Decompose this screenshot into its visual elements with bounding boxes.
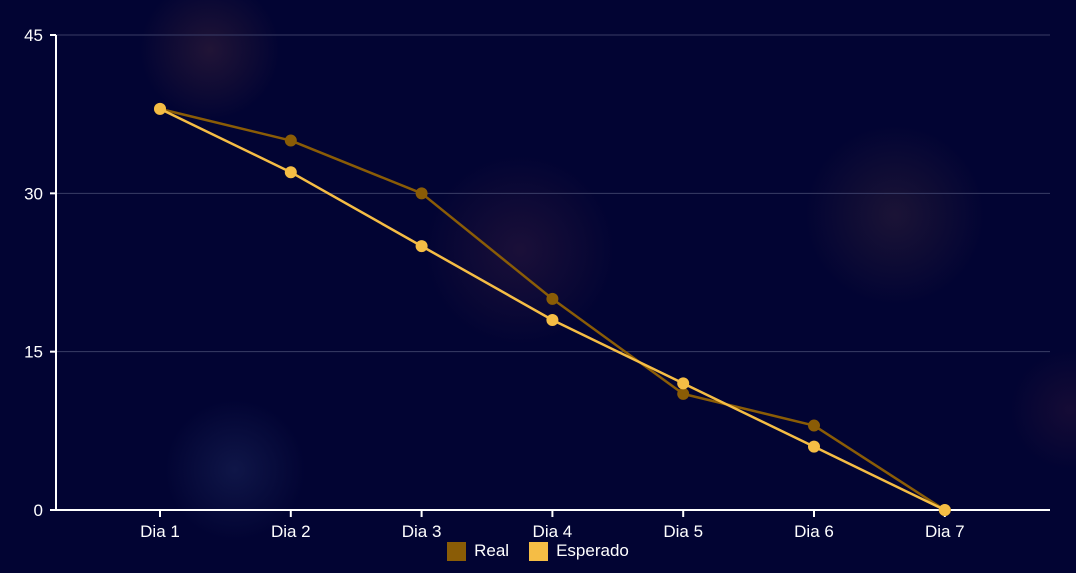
- y-tick-label: 15: [24, 343, 43, 362]
- data-point-esperado[interactable]: [808, 440, 820, 453]
- x-tick-label: Dia 3: [402, 522, 442, 541]
- x-tick-label: Dia 5: [663, 522, 703, 541]
- legend-swatch-real: [447, 541, 467, 561]
- series-line-esperado: [159, 107, 946, 512]
- y-axis-ticks: 0 15 30 45: [24, 26, 56, 520]
- series-lines: [154, 102, 951, 516]
- data-point-esperado[interactable]: [546, 314, 559, 326]
- y-tick-label: 45: [24, 26, 43, 45]
- series-esperado: [154, 102, 951, 516]
- data-point-esperado[interactable]: [938, 504, 951, 516]
- data-point-esperado[interactable]: [154, 102, 166, 115]
- legend-label-real: Real: [474, 541, 510, 560]
- y-tick-label: 0: [34, 501, 43, 520]
- legend-swatch-esperado: [529, 541, 549, 561]
- series-line-real: [159, 107, 946, 512]
- grid-lines: [56, 34, 1050, 353]
- legend-label-esperado: Esperado: [556, 541, 629, 560]
- x-tick-label: Dia 2: [271, 522, 311, 541]
- x-tick-label: Dia 6: [794, 522, 834, 541]
- axes: [50, 35, 1050, 511]
- data-point-real[interactable]: [546, 292, 559, 305]
- legend-item-esperado[interactable]: Esperado: [529, 541, 629, 561]
- x-axis-ticks: Dia 1 Dia 2 Dia 3 Dia 4 Dia 5 Dia 6 Dia 7: [140, 510, 965, 541]
- legend-item-real[interactable]: Real: [447, 541, 509, 561]
- legend: Real Esperado: [0, 541, 1076, 561]
- x-tick-label: Dia 4: [533, 522, 573, 541]
- x-tick-label: Dia 7: [925, 522, 965, 541]
- x-tick-label: Dia 1: [140, 522, 180, 541]
- y-tick-label: 30: [24, 184, 43, 203]
- data-point-esperado[interactable]: [677, 377, 690, 390]
- data-point-esperado[interactable]: [284, 166, 297, 179]
- data-point-real[interactable]: [808, 419, 820, 432]
- data-point-real[interactable]: [677, 387, 690, 400]
- data-point-real[interactable]: [284, 134, 297, 147]
- data-point-real[interactable]: [415, 187, 428, 200]
- data-point-esperado[interactable]: [415, 240, 428, 253]
